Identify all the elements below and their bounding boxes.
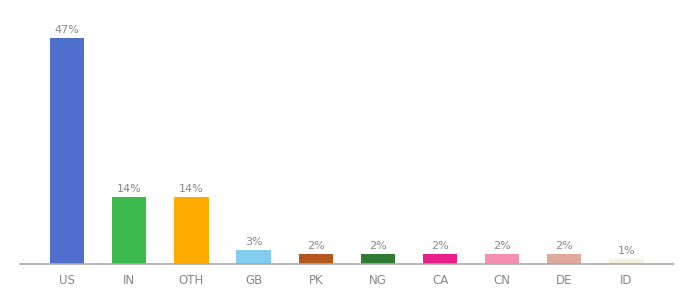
Text: 47%: 47% xyxy=(54,25,80,35)
Bar xyxy=(547,254,581,264)
Bar xyxy=(237,250,271,264)
Text: 3%: 3% xyxy=(245,237,262,247)
Text: 2%: 2% xyxy=(493,242,511,251)
Text: 14%: 14% xyxy=(179,184,204,194)
Bar xyxy=(299,254,333,264)
Text: 1%: 1% xyxy=(617,246,635,256)
Text: 2%: 2% xyxy=(307,242,324,251)
Bar xyxy=(361,254,395,264)
Text: 2%: 2% xyxy=(431,242,449,251)
Bar xyxy=(50,38,84,264)
Bar xyxy=(174,196,209,264)
Bar xyxy=(423,254,457,264)
Bar xyxy=(609,259,643,264)
Text: 2%: 2% xyxy=(556,242,573,251)
Text: 14%: 14% xyxy=(117,184,141,194)
Bar xyxy=(485,254,520,264)
Bar xyxy=(112,196,146,264)
Text: 2%: 2% xyxy=(369,242,387,251)
